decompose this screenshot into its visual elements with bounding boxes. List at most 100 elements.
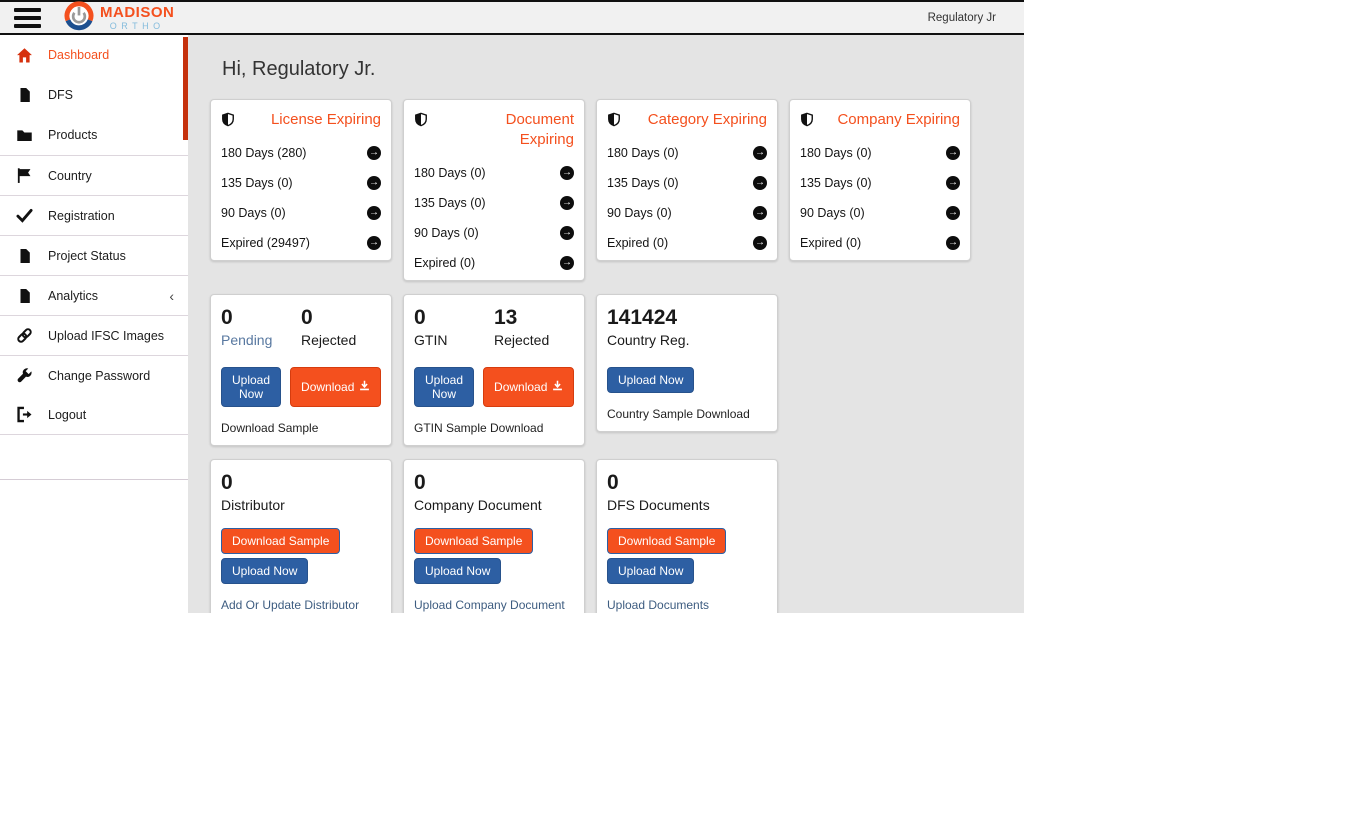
upload-now-button[interactable]: Upload Now [414, 367, 475, 407]
distributor-card: 0 Distributor Download Sample Upload Now… [210, 459, 392, 613]
expiring-row-label: 135 Days (0) [414, 196, 486, 210]
arrow-right-circle-icon[interactable] [560, 226, 574, 240]
arrow-right-circle-icon[interactable] [753, 206, 767, 220]
chevron-left-icon[interactable]: ‹ [169, 287, 174, 304]
wrench-icon [16, 367, 33, 384]
greeting-heading: Hi, Regulatory Jr. [222, 58, 376, 80]
sidebar-item-label: Country [48, 168, 92, 183]
expiring-row: 90 Days (0) [221, 206, 381, 220]
arrow-right-circle-icon[interactable] [946, 176, 960, 190]
card-caption: Upload Documents [607, 598, 710, 612]
sidebar-item-dfs[interactable]: DFS [0, 75, 188, 115]
stat-country-reg: 141424 Country Reg. [607, 305, 695, 348]
main-content: Hi, Regulatory Jr. License Expiring 180 … [188, 35, 1024, 613]
sidebar-item-project-status[interactable]: Project Status [0, 235, 188, 275]
upload-now-button[interactable]: Upload Now [607, 558, 695, 584]
download-sample-button[interactable]: Download Sample [414, 528, 534, 554]
expiring-row-label: 180 Days (280) [221, 146, 307, 160]
arrow-right-circle-icon[interactable] [560, 256, 574, 270]
arrow-right-circle-icon[interactable] [946, 206, 960, 220]
shield-icon [414, 112, 428, 127]
menu-icon[interactable] [14, 7, 41, 28]
app-window: MADISON ORTHO Regulatory Jr Dashboard DF… [0, 0, 1024, 613]
stat-value: 0 [607, 471, 619, 494]
expiring-row-label: 90 Days (0) [800, 206, 865, 220]
sidebar-item-label: Project Status [48, 248, 126, 263]
file-icon [16, 287, 33, 304]
pending-rejected-card: 0 Pending 0 Rejected Upload Now Download [210, 294, 392, 446]
download-sample-button[interactable]: Download Sample [221, 528, 341, 554]
stat-value: 0 [414, 306, 426, 329]
arrow-right-circle-icon[interactable] [367, 236, 381, 250]
arrow-right-circle-icon[interactable] [753, 146, 767, 160]
card-title: Company Expiring [837, 111, 960, 128]
arrow-right-circle-icon[interactable] [946, 146, 960, 160]
topbar-username: Regulatory Jr [927, 11, 996, 24]
expiring-row: 90 Days (0) [607, 206, 767, 220]
expiring-row: 135 Days (0) [800, 176, 960, 190]
download-icon [552, 380, 563, 394]
sidebar-item-label: Analytics [48, 288, 99, 303]
expiring-row-label: 180 Days (0) [607, 146, 679, 160]
expiring-row-label: Expired (0) [800, 236, 862, 250]
stat-value: 13 [494, 306, 518, 329]
arrow-right-circle-icon[interactable] [753, 236, 767, 250]
card-title: Category Expiring [647, 111, 767, 128]
sidebar-item-analytics[interactable]: Analytics ‹ [0, 275, 188, 315]
sidebar-item-change-password[interactable]: Change Password [0, 355, 188, 395]
expiring-row-label: 180 Days (0) [414, 166, 486, 180]
arrow-right-circle-icon[interactable] [367, 176, 381, 190]
shield-icon [221, 112, 235, 127]
brand-logo[interactable]: MADISON ORTHO [63, 0, 174, 36]
button-label: Upload Now [618, 564, 684, 578]
button-label: Upload Now [618, 373, 684, 387]
brand-subname: ORTHO [109, 20, 165, 31]
stat-rejected: 0 Rejected [301, 305, 381, 348]
expiring-row-label: 180 Days (0) [800, 146, 872, 160]
sidebar-item-products[interactable]: Products [0, 115, 188, 155]
download-button[interactable]: Download [483, 367, 575, 407]
sidebar-item-label: Registration [48, 208, 115, 223]
upload-now-button[interactable]: Upload Now [607, 367, 695, 393]
download-sample-button[interactable]: Download Sample [607, 528, 727, 554]
button-label: Download [494, 380, 548, 394]
sidebar-item-dashboard[interactable]: Dashboard [0, 35, 188, 75]
sidebar-item-logout[interactable]: Logout [0, 395, 188, 435]
sidebar-item-country[interactable]: Country [0, 155, 188, 195]
expiring-row: 180 Days (0) [800, 146, 960, 160]
sidebar-item-registration[interactable]: Registration [0, 195, 188, 235]
sidebar-item-label: DFS [48, 88, 73, 102]
expiring-row-label: Expired (29497) [221, 236, 310, 250]
stat-label: Company Document [414, 497, 542, 513]
expiring-row-label: Expired (0) [414, 256, 476, 270]
arrow-right-circle-icon[interactable] [946, 236, 960, 250]
button-label: Download Sample [232, 534, 330, 548]
arrow-right-circle-icon[interactable] [753, 176, 767, 190]
upload-now-button[interactable]: Upload Now [221, 558, 309, 584]
arrow-right-circle-icon[interactable] [367, 146, 381, 160]
arrow-right-circle-icon[interactable] [560, 196, 574, 210]
sidebar-item-label: Upload IFSC Images [48, 328, 165, 343]
stat-label: Country Reg. [607, 332, 690, 348]
upload-now-button[interactable]: Upload Now [414, 558, 502, 584]
button-label: Download Sample [425, 534, 523, 548]
sidebar-item-upload-ifsc-images[interactable]: Upload IFSC Images [0, 315, 188, 355]
sidebar-scrollbar-thumb[interactable] [183, 37, 188, 140]
topbar: MADISON ORTHO Regulatory Jr [0, 0, 1024, 35]
expiring-row-label: 135 Days (0) [800, 176, 872, 190]
expiring-row: 135 Days (0) [414, 196, 574, 210]
expiring-row-label: 135 Days (0) [221, 176, 293, 190]
arrow-right-circle-icon[interactable] [367, 206, 381, 220]
sidebar-item-label: Products [48, 128, 98, 142]
expiring-row-label: 90 Days (0) [221, 206, 286, 220]
button-label: Download [301, 380, 355, 394]
stat-value: 0 [221, 306, 233, 329]
stat-gtin: 0 GTIN [414, 305, 494, 348]
gtin-rejected-card: 0 GTIN 13 Rejected Upload Now Download [403, 294, 585, 446]
button-label: Upload Now [232, 373, 271, 401]
download-button[interactable]: Download [290, 367, 382, 407]
expiring-row: 135 Days (0) [221, 176, 381, 190]
expiring-row: 90 Days (0) [800, 206, 960, 220]
arrow-right-circle-icon[interactable] [560, 166, 574, 180]
upload-now-button[interactable]: Upload Now [221, 367, 282, 407]
